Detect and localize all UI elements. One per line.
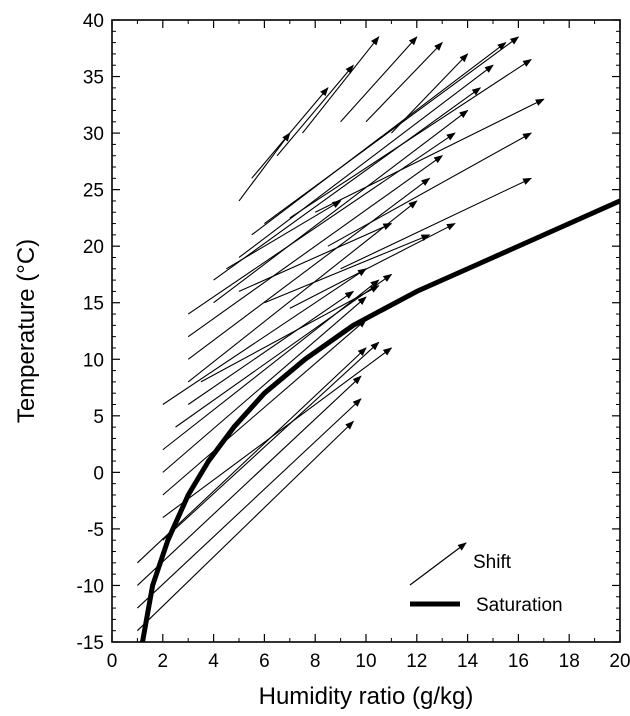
x-tick-label: 10 [355, 651, 376, 672]
shift-arrows [137, 36, 545, 632]
shift-arrow [213, 109, 469, 304]
x-tick-label: 0 [107, 651, 118, 672]
shift-arrow [213, 87, 482, 281]
shift-arrow [162, 279, 380, 451]
shift-arrow [137, 398, 362, 609]
legend-shift-label: Shift [473, 552, 512, 573]
x-tick-label: 8 [310, 651, 321, 672]
y-tick-label: -15 [77, 633, 104, 654]
shift-arrow [137, 420, 355, 632]
y-axis: -15 -10 -5 0 5 10 15 20 25 30 35 40 [77, 11, 620, 654]
shift-arrow [340, 36, 418, 123]
shift-arrow [251, 42, 507, 236]
shift-arrow [137, 375, 362, 586]
x-tick-label: 18 [559, 651, 580, 672]
shift-arrow [327, 132, 532, 247]
shift-arrow [238, 223, 393, 292]
shift-arrow [187, 155, 444, 338]
shift-arrow [162, 347, 393, 519]
x-tick-label: 2 [158, 651, 169, 672]
x-axis-label: Humidity ratio (g/kg) [259, 683, 474, 710]
y-tick-label: 15 [83, 294, 104, 315]
shift-arrow [302, 36, 380, 134]
saturation-curve [140, 198, 620, 642]
y-axis-label: Temperature (°C) [13, 239, 40, 423]
y-tick-label: 30 [83, 124, 104, 145]
saturation-line [140, 198, 620, 642]
legend-saturation-label: Saturation [476, 595, 563, 616]
y-tick-label: 35 [83, 68, 104, 89]
shift-arrow [365, 41, 443, 123]
shift-arrow [162, 296, 367, 473]
shift-arrow [175, 273, 393, 428]
y-tick-label: 25 [83, 181, 104, 202]
shift-arrow [200, 285, 380, 383]
shift-arrow [251, 87, 329, 179]
legend-shift-arrow [409, 542, 467, 586]
shift-arrow [391, 53, 469, 134]
x-axis: 0 2 4 6 8 10 12 14 16 18 20 [107, 20, 630, 672]
shift-arrow [162, 319, 367, 496]
y-tick-label: 20 [83, 237, 104, 258]
legend: Shift Saturation [409, 542, 563, 616]
y-tick-label: -10 [77, 576, 104, 597]
shift-arrow [289, 59, 532, 219]
y-tick-label: 0 [93, 463, 104, 484]
x-tick-label: 6 [259, 651, 270, 672]
x-tick-label: 12 [406, 651, 427, 672]
y-tick-label: 40 [83, 11, 104, 32]
shift-arrow [187, 132, 456, 315]
y-tick-label: 10 [83, 350, 104, 371]
plot-area [137, 36, 620, 642]
shift-arrow [162, 341, 380, 541]
shift-arrow [340, 177, 533, 270]
shift-arrow [238, 64, 494, 258]
shift-arrow [187, 177, 431, 360]
x-tick-label: 16 [508, 651, 529, 672]
shift-arrow [226, 200, 342, 270]
shift-arrow [187, 200, 418, 383]
shift-arrow [162, 268, 367, 405]
shift-arrow [276, 64, 354, 157]
shift-arrow [314, 98, 545, 213]
x-tick-label: 20 [609, 651, 630, 672]
x-tick-label: 14 [457, 651, 479, 672]
shift-arrow [187, 290, 355, 405]
x-tick-label: 4 [208, 651, 219, 672]
plot-frame [111, 19, 621, 643]
shift-arrow [289, 223, 456, 309]
shift-arrow [264, 234, 431, 304]
y-tick-label: -5 [87, 520, 104, 541]
y-tick-label: 5 [93, 407, 104, 428]
shift-arrow [264, 36, 520, 225]
shift-arrow [238, 132, 291, 202]
